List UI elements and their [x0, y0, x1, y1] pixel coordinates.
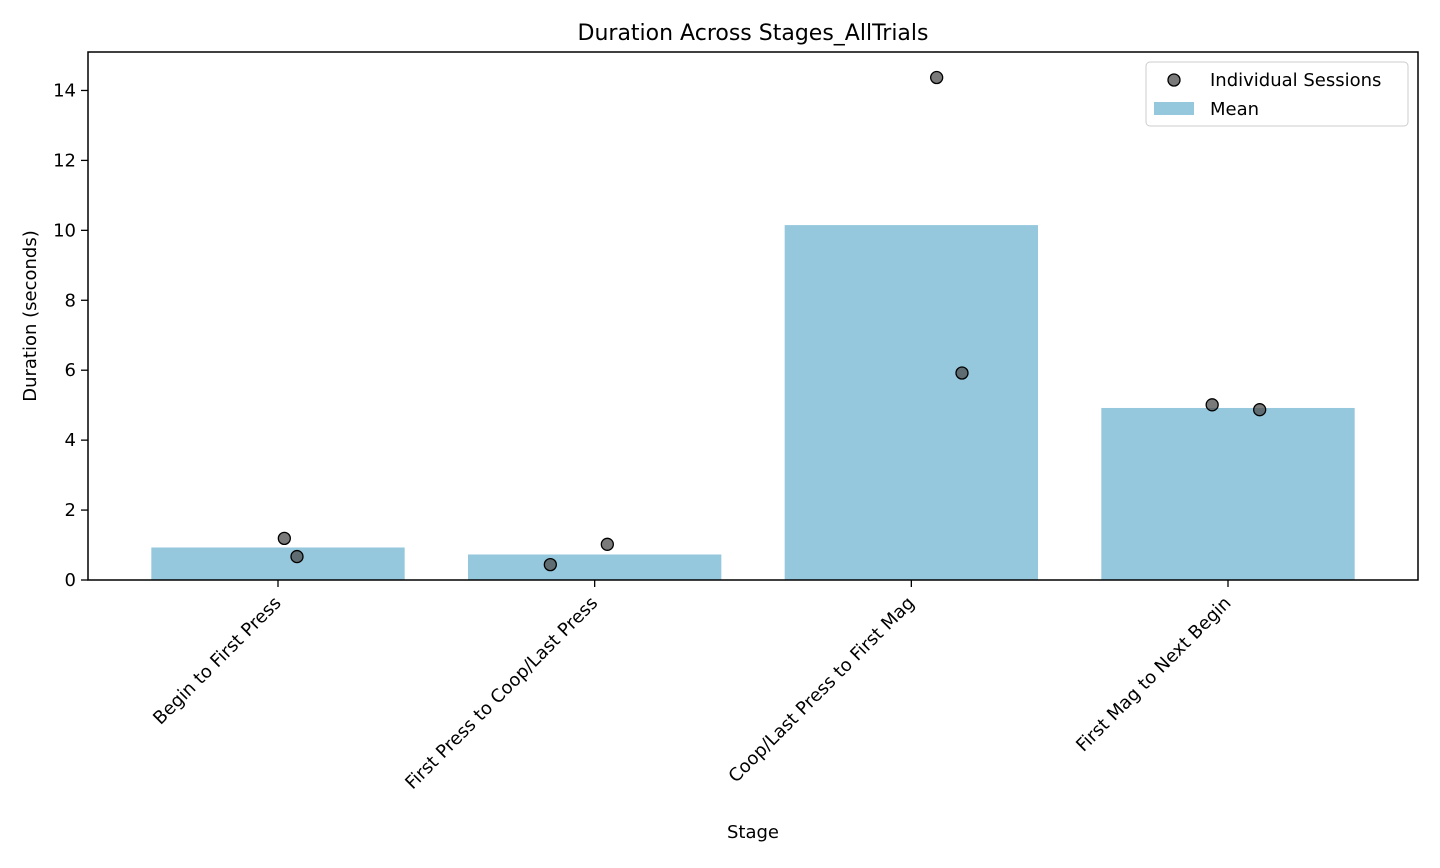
session-point-begin-to-first-press-1	[290, 549, 304, 564]
y-tick-label-6: 6	[65, 360, 76, 381]
y-tick-label-8: 8	[65, 290, 76, 311]
y-tick-label-10: 10	[53, 220, 76, 241]
legend-marker-individual-sessions	[1167, 73, 1181, 87]
legend-box	[1145, 61, 1409, 127]
y-tick-label-0: 0	[65, 570, 76, 591]
session-point-begin-to-first-press-0	[277, 531, 291, 546]
bar-coop-last-press-to-first-mag	[784, 225, 1038, 580]
x-axis-label: Stage	[727, 822, 779, 843]
legend-marker-mean	[1154, 102, 1194, 115]
y-axis: 0 2 4 6 8 10 12 14	[53, 80, 88, 591]
session-point-coop-last-press-to-first-mag-5	[955, 366, 969, 380]
x-axis: Begin to First Press First Press to Coop/…	[149, 580, 1236, 794]
y-tick-label-4: 4	[65, 430, 76, 451]
y-axis-label: Duration (seconds)	[20, 230, 41, 402]
session-point-first-press-to-coop-last-press-3	[600, 537, 614, 551]
legend: Individual Sessions Mean	[1145, 61, 1409, 127]
axes-frame	[87, 51, 1419, 581]
y-tick-label-2: 2	[65, 500, 76, 521]
chart-title: Duration Across Stages_AllTrials	[578, 21, 929, 46]
plot-area	[151, 70, 1355, 580]
legend-label-individual-sessions: Individual Sessions	[1210, 70, 1381, 91]
bar-first-mag-to-next-begin	[1101, 407, 1355, 580]
bar-begin-to-first-press	[151, 547, 405, 580]
x-tick-label-first-press-to-coop-last-press: First Press to Coop/Last Press	[401, 593, 602, 794]
legend-label-mean: Mean	[1210, 99, 1259, 120]
x-tick-label-coop-last-press-to-first-mag: Coop/Last Press to First Mag	[725, 593, 919, 787]
y-tick-label-14: 14	[53, 80, 76, 101]
session-point-first-mag-to-next-begin-6	[1205, 398, 1219, 412]
x-tick-label-first-mag-to-next-begin: First Mag to Next Begin	[1072, 593, 1235, 756]
y-tick-label-12: 12	[53, 150, 76, 171]
bar-first-press-to-coop-last-press	[468, 554, 722, 580]
session-point-first-mag-to-next-begin-7	[1253, 403, 1267, 417]
x-tick-label-begin-to-first-press: Begin to First Press	[149, 593, 285, 729]
session-point-coop-last-press-to-first-mag-4	[930, 70, 944, 85]
session-point-first-press-to-coop-last-press-2	[543, 557, 557, 572]
